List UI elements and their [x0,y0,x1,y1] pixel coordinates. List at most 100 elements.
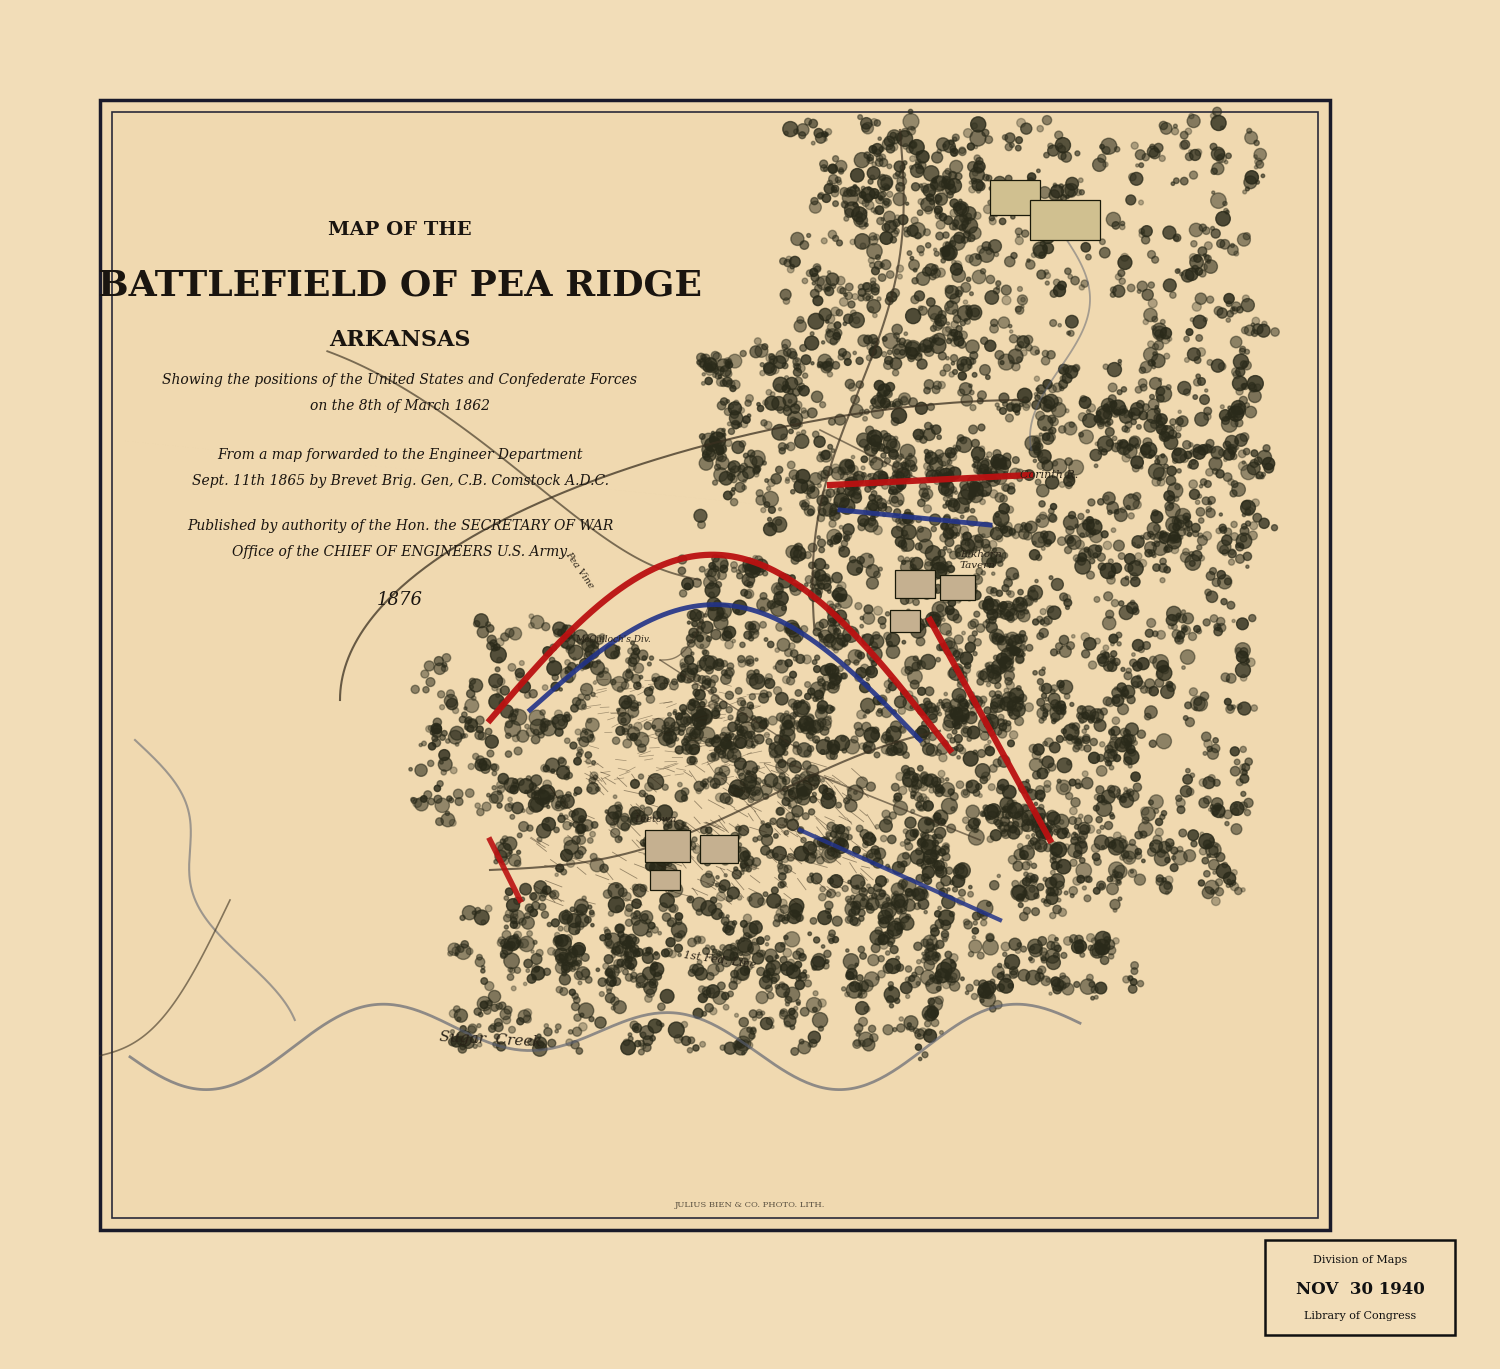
Circle shape [1194,378,1202,386]
Circle shape [674,1035,682,1043]
Circle shape [1048,508,1054,513]
Circle shape [818,701,828,712]
Circle shape [969,819,980,830]
Circle shape [936,196,942,201]
Circle shape [468,1025,476,1034]
Circle shape [1244,798,1252,808]
Circle shape [903,695,918,711]
Circle shape [999,459,1006,468]
Circle shape [855,1024,862,1032]
Circle shape [1046,826,1052,832]
Circle shape [986,457,988,460]
Circle shape [1089,982,1095,987]
Circle shape [681,1021,687,1028]
Circle shape [981,493,984,496]
Circle shape [876,155,884,162]
Circle shape [1000,823,1004,826]
Circle shape [1126,695,1136,704]
Circle shape [1094,858,1101,865]
Circle shape [918,687,926,695]
Circle shape [951,263,963,275]
Circle shape [969,489,982,502]
Circle shape [634,910,640,916]
Circle shape [939,352,946,360]
Circle shape [966,824,972,831]
Circle shape [859,244,865,249]
Circle shape [897,853,910,867]
Circle shape [590,1017,594,1021]
Circle shape [1149,450,1155,456]
Circle shape [1244,233,1251,240]
Circle shape [984,468,992,475]
Circle shape [902,396,908,402]
Circle shape [723,741,728,745]
Circle shape [456,742,459,746]
Circle shape [945,708,957,719]
Circle shape [954,721,962,728]
Circle shape [945,975,951,980]
Circle shape [1068,274,1072,279]
Circle shape [724,873,728,878]
Circle shape [1128,494,1132,498]
Circle shape [865,904,873,910]
Circle shape [796,787,810,799]
Circle shape [1016,654,1025,664]
Circle shape [558,757,564,764]
Circle shape [783,385,790,393]
Circle shape [837,854,842,857]
Circle shape [1044,616,1052,624]
Circle shape [564,841,579,854]
Circle shape [1102,616,1116,630]
Circle shape [1228,407,1244,422]
Circle shape [950,527,957,535]
Circle shape [1107,212,1120,226]
Circle shape [1092,157,1106,171]
Circle shape [942,327,951,335]
Circle shape [1182,628,1186,632]
Circle shape [958,331,968,340]
Circle shape [696,360,700,364]
Circle shape [1048,826,1053,830]
Circle shape [831,634,836,638]
Circle shape [486,735,498,747]
Circle shape [930,850,939,860]
Circle shape [910,465,916,471]
Circle shape [998,964,1002,968]
Circle shape [948,496,952,498]
Circle shape [930,615,933,617]
Circle shape [888,916,892,920]
Circle shape [422,741,426,746]
Circle shape [1122,686,1134,698]
Circle shape [549,891,555,898]
Circle shape [1017,686,1022,690]
Circle shape [960,214,968,222]
Circle shape [723,921,728,927]
Circle shape [646,988,654,998]
Circle shape [778,574,792,587]
Circle shape [1126,735,1136,743]
Circle shape [566,767,568,769]
Circle shape [1084,895,1090,902]
Circle shape [950,793,958,801]
Circle shape [784,865,792,873]
Circle shape [1106,698,1114,706]
Circle shape [801,772,810,782]
Circle shape [918,1057,922,1061]
Circle shape [1013,641,1017,646]
Circle shape [586,719,591,723]
Circle shape [645,861,654,871]
Circle shape [1059,820,1064,824]
Circle shape [871,511,879,517]
Circle shape [933,954,939,961]
Circle shape [1106,427,1114,437]
Circle shape [778,860,783,864]
Circle shape [868,565,871,570]
Circle shape [800,131,806,138]
Circle shape [644,806,652,816]
Circle shape [782,386,786,390]
Circle shape [1216,617,1225,626]
Circle shape [1173,178,1179,183]
Circle shape [802,761,812,769]
Circle shape [786,623,800,637]
Circle shape [870,296,873,298]
